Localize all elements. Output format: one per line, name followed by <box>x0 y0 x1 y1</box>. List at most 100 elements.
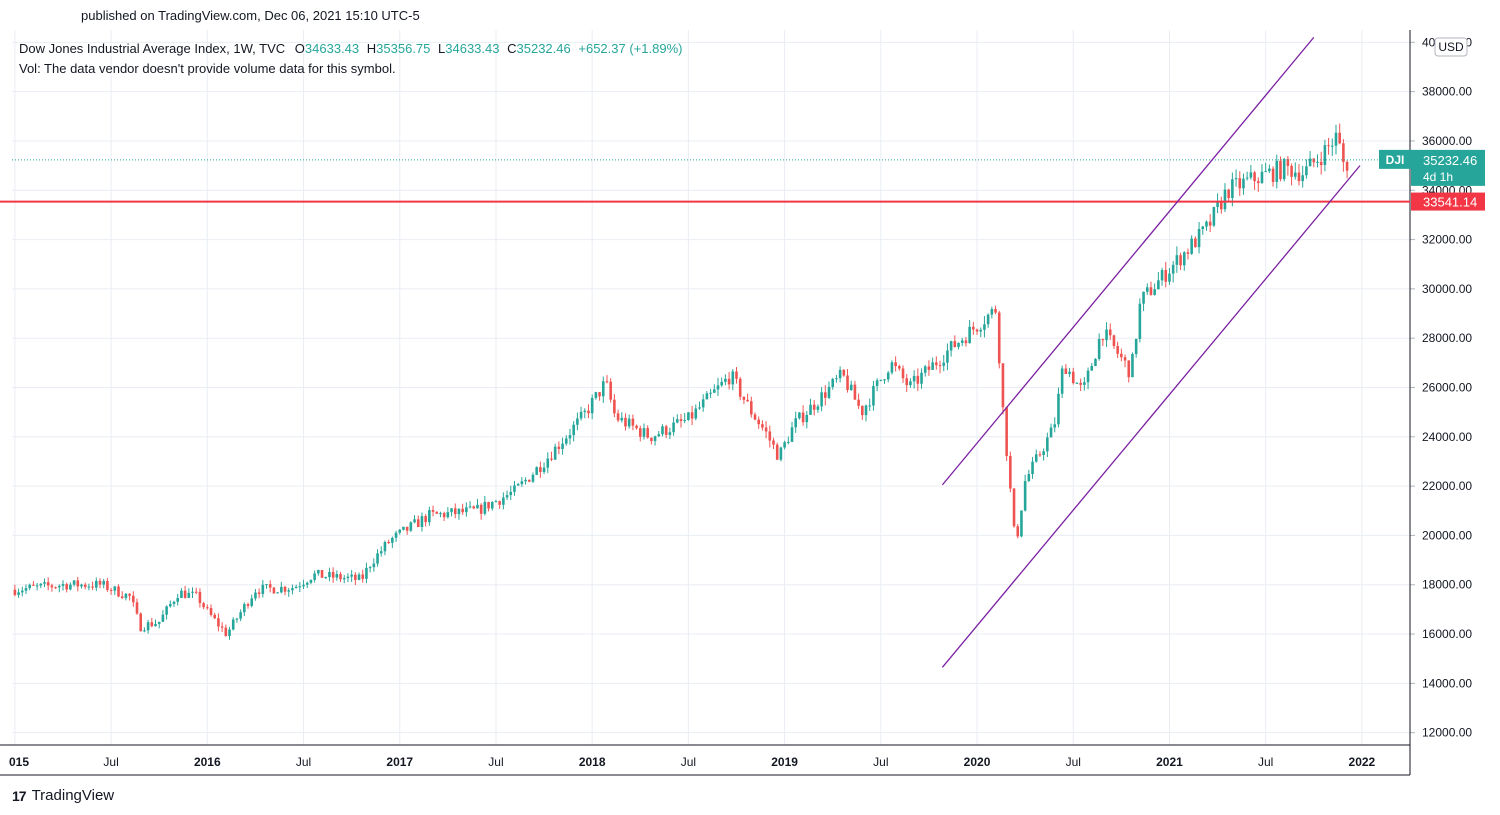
candle-body <box>775 444 779 460</box>
candle-body <box>1116 346 1119 354</box>
candle-body <box>268 584 272 588</box>
candle-body <box>1086 370 1090 383</box>
candle-body <box>1046 437 1049 452</box>
candle-body <box>198 591 202 604</box>
candle-body <box>576 418 579 425</box>
candle-body <box>169 603 172 607</box>
candle-body <box>598 392 601 397</box>
candle-body <box>431 510 435 512</box>
candle-body <box>1253 172 1256 182</box>
candle-body <box>986 314 990 325</box>
candle-body <box>146 622 150 631</box>
candle-body <box>1016 526 1020 537</box>
candle-body <box>13 589 17 595</box>
candle-body <box>254 592 257 599</box>
candle-body <box>627 418 631 427</box>
y-tick-label: 28000.00 <box>1422 331 1472 345</box>
candle-body <box>631 418 635 426</box>
candle-body <box>516 484 520 486</box>
candle-body <box>568 435 572 439</box>
candle-body <box>1127 360 1131 378</box>
candle-body <box>923 366 927 373</box>
candle-body <box>1005 407 1008 456</box>
candle-body <box>24 588 28 591</box>
candle-body <box>1242 178 1245 189</box>
candle-body <box>835 378 838 380</box>
candle-body <box>1182 252 1186 266</box>
candle-body <box>1157 280 1160 290</box>
candle-body <box>357 574 361 580</box>
candle-body <box>124 593 128 598</box>
tradingview-brand-text: TradingView <box>31 787 115 804</box>
candle-body <box>701 399 705 408</box>
candle-body <box>1279 160 1282 180</box>
candle-body <box>128 593 131 596</box>
time-axis: 015 Jul 2016 Jul 2017 Jul 2018 Jul 2019 Jul 2020 Ju… <box>0 744 1410 776</box>
candle-body <box>446 512 450 518</box>
candle-body <box>787 441 790 443</box>
candle-body <box>831 379 835 388</box>
candle-body <box>154 623 157 627</box>
candle-body <box>394 532 398 538</box>
y-tick-label: 16000.00 <box>1422 627 1472 641</box>
chart-legend: Dow Jones Industrial Average Index, 1W, … <box>19 39 682 79</box>
candle-body <box>1038 454 1042 456</box>
candle-body <box>761 424 764 428</box>
y-tick-label: 32000.00 <box>1422 233 1472 247</box>
candle-body <box>228 629 231 637</box>
candle-body <box>1334 132 1338 146</box>
candle-body <box>731 371 735 385</box>
x-tick-label: Jul <box>1258 755 1273 769</box>
candle-body <box>1345 161 1349 171</box>
candle-body <box>1249 172 1253 178</box>
candle-body <box>901 368 905 379</box>
candle-body <box>339 574 342 580</box>
candle-body <box>76 580 80 587</box>
candle-body <box>524 479 527 482</box>
candle-body <box>1234 178 1238 180</box>
candle-body <box>849 384 853 391</box>
candle-body <box>709 392 712 394</box>
candle-body <box>331 571 335 578</box>
candle-body <box>757 419 760 425</box>
candle-body <box>450 508 453 513</box>
chart-grid <box>12 30 1410 745</box>
footer-brand[interactable]: 17 TradingView <box>12 787 114 804</box>
candle-body <box>20 590 24 593</box>
candle-body <box>1219 201 1223 210</box>
candle-body <box>1308 158 1312 167</box>
candle-body <box>613 399 616 414</box>
candle-body <box>165 606 168 615</box>
candle-body <box>997 312 1001 364</box>
candle-body <box>1042 451 1045 455</box>
candle-body <box>468 506 472 508</box>
candle-body <box>890 362 894 373</box>
candle-body <box>946 350 949 363</box>
candle-body <box>1090 365 1094 371</box>
candle-body <box>457 508 461 515</box>
candle-body <box>590 397 594 414</box>
candle-body <box>1123 357 1127 361</box>
candle-body <box>113 586 117 591</box>
candle-body <box>872 385 875 406</box>
candle-body <box>476 504 479 509</box>
symbol-title: Dow Jones Industrial Average Index, 1W, … <box>19 41 286 56</box>
candle-body <box>291 588 294 591</box>
x-tick-label: 2017 <box>386 755 413 769</box>
candle-body <box>1027 474 1031 482</box>
candle-body <box>1068 371 1071 374</box>
candle-body <box>520 481 524 485</box>
low-value: 34633.43 <box>445 41 500 56</box>
candle-body <box>805 414 809 423</box>
candle-body <box>720 381 723 386</box>
candle-body <box>916 375 920 384</box>
candle-body <box>439 513 442 515</box>
candle-body <box>968 326 971 344</box>
candle-body <box>1330 145 1334 147</box>
candle-body <box>561 443 564 449</box>
channel-line <box>941 36 1315 486</box>
candle-body <box>61 584 65 586</box>
candle-body <box>1112 335 1116 347</box>
open-label: O <box>294 41 305 56</box>
